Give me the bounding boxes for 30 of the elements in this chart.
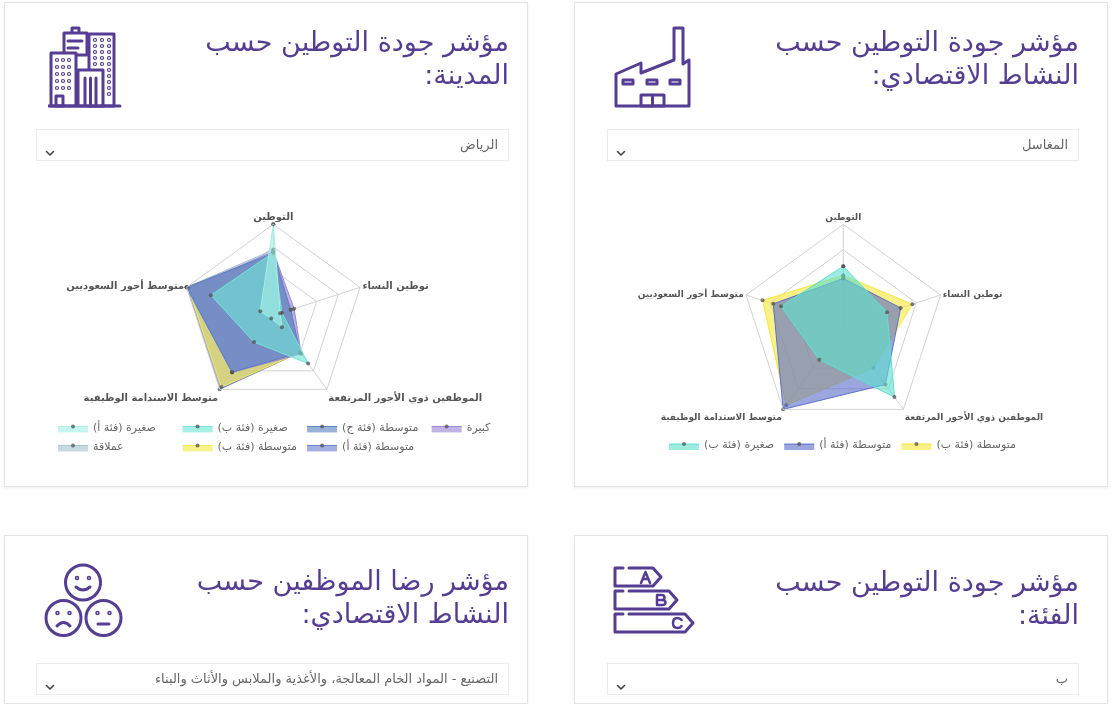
dropdown: ب (607, 663, 1079, 695)
spoke-label: متوسط أجور السعوديين (637, 287, 744, 300)
legend-label: صغيرة (فئة أ) (93, 419, 156, 434)
spoke-label: الموظفين ذوي الأجور المرتفعة (904, 411, 1044, 424)
spoke-label: متوسط الاستدامة الوظيفية (83, 392, 219, 405)
spoke-label: توطين النساء (362, 280, 429, 293)
dropdown: المغاسل (607, 129, 1079, 161)
spoke-label: متوسط الاستدامة الوظيفية (660, 412, 782, 424)
spoke-label: توطين النساء (942, 288, 1003, 300)
dropdown: الرياض (36, 129, 509, 161)
legend-label: عملاقة (93, 439, 124, 453)
text: مؤشر رضا الموظفين حسب النشاط الاقتصادي: (195, 564, 509, 630)
legend-label: متوسطة (فئة أ) (342, 438, 415, 453)
legend-label: صغيرة (فئة ب) (704, 438, 775, 452)
chart-subtitle: الرياض (459, 137, 498, 152)
legend-label: متوسطة (فئة أ) (819, 437, 892, 452)
legend-label: صغيرة (فئة ب) (217, 420, 288, 434)
dropdown: التصنيع - المواد الخام المعالجة، والأغذية والملابس والأثاث والبناء (36, 663, 509, 695)
legend-label: متوسطة (فئة ج) (342, 420, 419, 434)
text: مؤشر جودة التوطين حسب الفئة: (774, 565, 1079, 631)
spoke-label: التوطين (825, 212, 862, 224)
chart-title: مؤشر جودة التوطين حسب المدينة: (204, 25, 509, 91)
chart-subtitle: المغاسل (1021, 137, 1068, 152)
legend-label: متوسطة (فئة ب) (936, 438, 1017, 452)
chart-title: مؤشر جودة التوطين حسب النشاط الاقتصادي: (774, 25, 1079, 91)
spoke-label: الموظفين ذوي الأجور المرتفعة (328, 391, 483, 405)
legend-label: كبيرة (466, 420, 492, 434)
legend-label: متوسطة (فئة ب) (217, 439, 298, 453)
spoke-label: متوسط أجور السعوديين (66, 279, 185, 293)
spoke-label: التوطين (253, 210, 294, 223)
